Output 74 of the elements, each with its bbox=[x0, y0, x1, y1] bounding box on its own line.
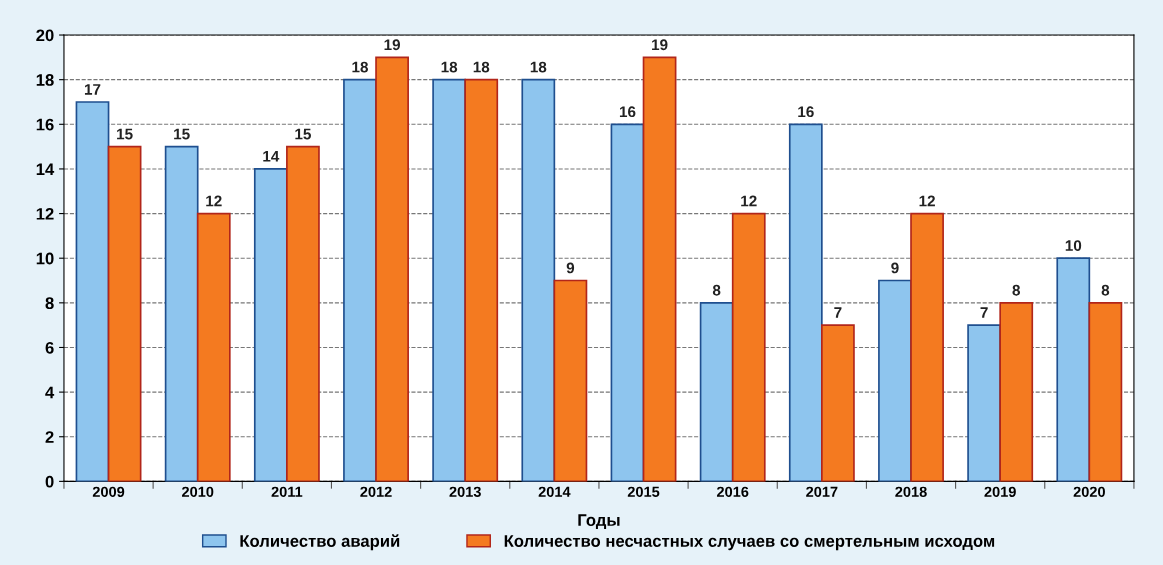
bar bbox=[910, 212, 944, 482]
data-label: 8 bbox=[1101, 284, 1110, 296]
y-tick-label: 4 bbox=[45, 386, 55, 399]
x-tick-label: 2018 bbox=[895, 486, 927, 497]
bar bbox=[196, 212, 231, 482]
data-label: 14 bbox=[263, 151, 280, 162]
data-label: 19 bbox=[384, 39, 401, 51]
bar bbox=[1056, 257, 1091, 482]
bar bbox=[464, 78, 499, 482]
data-label: 8 bbox=[712, 284, 721, 296]
y-tick-label: 18 bbox=[36, 74, 54, 86]
y-tick-label: 0 bbox=[45, 475, 54, 488]
x-tick-label: 2015 bbox=[627, 486, 660, 497]
data-label: 7 bbox=[834, 307, 842, 318]
data-label: 12 bbox=[741, 195, 757, 207]
bar bbox=[553, 279, 588, 482]
x-tick-label: 2019 bbox=[984, 486, 1016, 497]
data-label: 15 bbox=[295, 128, 311, 140]
bar bbox=[164, 145, 199, 482]
data-label: 10 bbox=[1065, 240, 1082, 252]
bar bbox=[75, 101, 110, 482]
bar bbox=[253, 168, 288, 482]
bar bbox=[699, 302, 734, 482]
x-tick-label: 2009 bbox=[92, 486, 125, 497]
bar bbox=[788, 123, 823, 482]
data-label: 18 bbox=[352, 61, 369, 73]
data-label: 9 bbox=[566, 262, 575, 274]
legend-label: Количество несчастных случаев со смертельным исходом bbox=[504, 535, 995, 551]
legend-label: Количество аварий bbox=[240, 534, 400, 551]
x-tick-label: 2020 bbox=[1073, 486, 1105, 497]
x-tick-label: 2016 bbox=[716, 486, 749, 497]
bar bbox=[878, 279, 912, 482]
y-tick-label: 20 bbox=[36, 29, 54, 42]
data-label: 7 bbox=[980, 307, 988, 318]
bar bbox=[375, 56, 409, 482]
data-label: 18 bbox=[473, 61, 490, 73]
bar bbox=[107, 145, 142, 482]
data-label: 18 bbox=[441, 61, 458, 73]
x-tick-label: 2013 bbox=[449, 486, 481, 497]
x-tick-label: 2011 bbox=[271, 486, 303, 497]
bar bbox=[521, 78, 556, 482]
y-tick-label: 16 bbox=[36, 118, 54, 131]
bar bbox=[286, 145, 320, 482]
data-label: 12 bbox=[919, 195, 935, 207]
y-tick-label: 12 bbox=[36, 207, 54, 220]
bar bbox=[343, 78, 377, 482]
bar bbox=[432, 78, 467, 482]
x-tick-label: 2017 bbox=[806, 486, 838, 497]
x-tick-label: 2010 bbox=[182, 486, 214, 497]
y-tick-label: 8 bbox=[45, 297, 54, 310]
bar bbox=[610, 123, 645, 482]
data-label: 19 bbox=[652, 39, 668, 51]
data-label: 15 bbox=[174, 128, 190, 140]
data-label: 9 bbox=[891, 262, 899, 274]
x-tick-label: 2012 bbox=[360, 486, 392, 497]
x-axis-title: Годы bbox=[578, 514, 620, 530]
data-label: 8 bbox=[1012, 284, 1021, 296]
y-tick-label: 2 bbox=[45, 431, 54, 443]
data-label: 12 bbox=[206, 195, 222, 207]
y-tick-label: 6 bbox=[45, 341, 54, 354]
data-label: 17 bbox=[84, 84, 101, 95]
data-label: 16 bbox=[798, 106, 814, 118]
data-label: 15 bbox=[117, 128, 133, 140]
bar bbox=[1088, 302, 1123, 482]
y-tick-label: 10 bbox=[36, 252, 54, 265]
bar bbox=[967, 324, 1002, 482]
bar bbox=[821, 324, 855, 482]
bar bbox=[731, 212, 766, 482]
bar bbox=[642, 56, 677, 482]
data-label: 16 bbox=[619, 106, 636, 118]
x-tick-label: 2014 bbox=[538, 486, 571, 497]
data-label: 18 bbox=[530, 61, 547, 73]
y-tick-label: 14 bbox=[36, 163, 55, 175]
bar bbox=[999, 302, 1034, 482]
